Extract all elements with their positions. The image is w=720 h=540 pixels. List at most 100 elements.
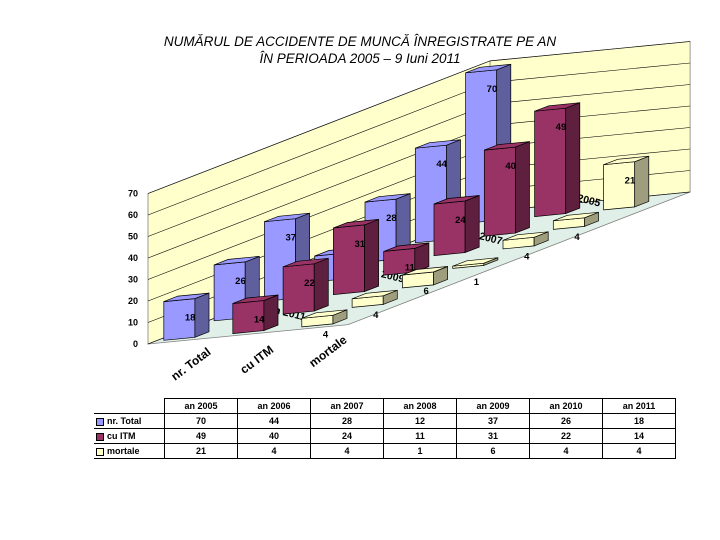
bar-mortale-an-2006-top	[553, 211, 599, 222]
data-label: 14	[254, 314, 265, 325]
data-label: 4	[574, 232, 580, 243]
data-label: 40	[505, 161, 516, 172]
chart-title-line1: NUMĂRUL DE ACCIDENTE DE MUNCĂ ÎNREGISTRA…	[163, 34, 557, 49]
data-table-year: an 2011	[602, 398, 676, 414]
bar-nr-total-an-2011-top	[163, 292, 210, 302]
data-table-cell: 4	[602, 443, 676, 459]
data-table-cell: 40	[237, 428, 311, 444]
data-table-cell: 4	[529, 443, 603, 459]
bar-nr-total-an-2010-top	[213, 256, 260, 266]
data-label: 28	[386, 213, 397, 224]
bar-mortale-an-2005-side	[634, 155, 650, 208]
bar-cu-itm-an-2008-top	[383, 242, 430, 252]
legend-key-total	[96, 417, 104, 426]
gridline	[147, 41, 691, 194]
data-table: an 2005 an 2006 an 2007 an 2008 an 2009 …	[94, 398, 676, 459]
data-table-cell: 28	[310, 413, 384, 429]
y-tick-label: 60	[128, 210, 138, 220]
chart-title-line2: ÎN PERIOADA 2005 – 9 Iuni 2011	[259, 51, 461, 66]
data-label: 31	[354, 239, 365, 250]
bar-cu-itm-an-2005-top	[534, 102, 580, 112]
bar-mortale-an-2009-top	[402, 266, 448, 276]
data-label: 24	[455, 215, 466, 226]
bar-cu-itm-an-2007-top	[433, 195, 480, 205]
bar-cu-itm-an-2009-side	[364, 218, 379, 293]
bar-mortale-an-2010-top	[351, 289, 398, 300]
data-table-row-itm: cu ITM 49 40 24 11 31 22 14	[94, 428, 676, 444]
data-table-year: an 2008	[383, 398, 457, 414]
bar-mortale-an-2007-top	[502, 231, 549, 241]
data-table-cell: 14	[602, 428, 676, 444]
data-table-year: an 2007	[310, 398, 384, 414]
data-label: 1	[474, 277, 480, 288]
data-table-row-label: cu ITM	[94, 428, 165, 444]
bar-nr-total-an-2005-top	[465, 63, 511, 74]
data-label: 26	[235, 276, 246, 287]
legend-label-mortale: mortale	[107, 446, 140, 456]
legend-key-mortale	[96, 447, 104, 456]
bar-cu-itm-an-2009-top	[333, 219, 379, 229]
bar-cu-itm-an-2010-side	[313, 257, 329, 312]
data-table-cell: 37	[456, 413, 530, 429]
y-tick-label: 70	[128, 189, 138, 199]
data-table-cell: 26	[529, 413, 603, 429]
data-label: 4	[524, 251, 530, 262]
data-table-cell: 44	[237, 413, 311, 429]
bar-cu-itm-an-2010-front	[282, 263, 315, 315]
bar-nr-total-an-2009-top	[264, 212, 310, 223]
data-table-row-mortale: mortale 21 4 4 1 6 4 4	[94, 443, 676, 459]
y-tick-label: 30	[128, 275, 138, 285]
data-table-row-total: nr. Total 70 44 28 12 37 26 18	[94, 413, 676, 429]
bar-mortale-an-2005-top	[603, 155, 649, 166]
data-table-cell: 22	[529, 428, 603, 444]
data-table-cell: 11	[383, 428, 457, 444]
data-table-cell: 1	[383, 443, 457, 459]
bar-cu-itm-an-2010-top	[282, 257, 329, 268]
legend-label-itm: cu ITM	[107, 431, 136, 441]
y-tick-label: 40	[128, 253, 138, 263]
data-table-cell: 70	[164, 413, 238, 429]
data-table-year: an 2010	[529, 398, 603, 414]
legend-key-itm	[96, 432, 104, 441]
data-table-cell: 21	[164, 443, 238, 459]
bar-cu-itm-an-2006-side	[515, 141, 530, 234]
data-label: 37	[285, 233, 296, 244]
x-category-label: cu ITM	[237, 343, 276, 377]
data-table-row-label: mortale	[94, 443, 165, 459]
data-table-row-label: nr. Total	[94, 413, 165, 429]
data-table-cell: 4	[237, 443, 311, 459]
bar-mortale-an-2011-top	[301, 309, 348, 319]
bar-nr-total-an-2006-top	[415, 139, 461, 149]
data-label: 18	[185, 313, 196, 324]
bar-cu-itm-an-2005-side	[565, 102, 581, 215]
bar-mortale-an-2008-top	[452, 257, 499, 267]
data-table-cell: 12	[383, 413, 457, 429]
x-category-label: nr. Total	[168, 345, 213, 384]
data-table-corner	[94, 398, 165, 414]
chart-title: NUMĂRUL DE ACCIDENTE DE MUNCĂ ÎNREGISTRA…	[0, 33, 720, 67]
y-tick-label: 0	[133, 339, 138, 349]
bar-cu-itm-an-2007-side	[464, 194, 480, 254]
bar-cu-itm-an-2006-top	[484, 141, 530, 151]
data-table-cell: 24	[310, 428, 384, 444]
data-label: 70	[487, 84, 498, 95]
y-tick-label: 50	[128, 232, 138, 242]
bar-nr-total-an-2011-side	[194, 292, 210, 338]
data-table-year: an 2005	[164, 398, 238, 414]
data-table-year: an 2006	[237, 398, 311, 414]
data-label: 21	[625, 176, 636, 187]
data-label: 4	[323, 329, 329, 340]
bar-cu-itm-an-2011-top	[232, 294, 279, 304]
data-table-cell: 6	[456, 443, 530, 459]
data-label: 11	[405, 262, 416, 273]
y-tick-label: 20	[128, 296, 138, 306]
data-table-cell: 4	[310, 443, 384, 459]
bar-cu-itm-an-2007-front	[433, 200, 466, 256]
bar-cu-itm-an-2011-side	[263, 294, 279, 332]
data-label: 49	[556, 122, 567, 133]
data-label: 6	[423, 286, 428, 297]
data-table-header-row: an 2005 an 2006 an 2007 an 2008 an 2009 …	[94, 398, 676, 414]
data-table-cell: 18	[602, 413, 676, 429]
legend-label-total: nr. Total	[107, 416, 142, 426]
